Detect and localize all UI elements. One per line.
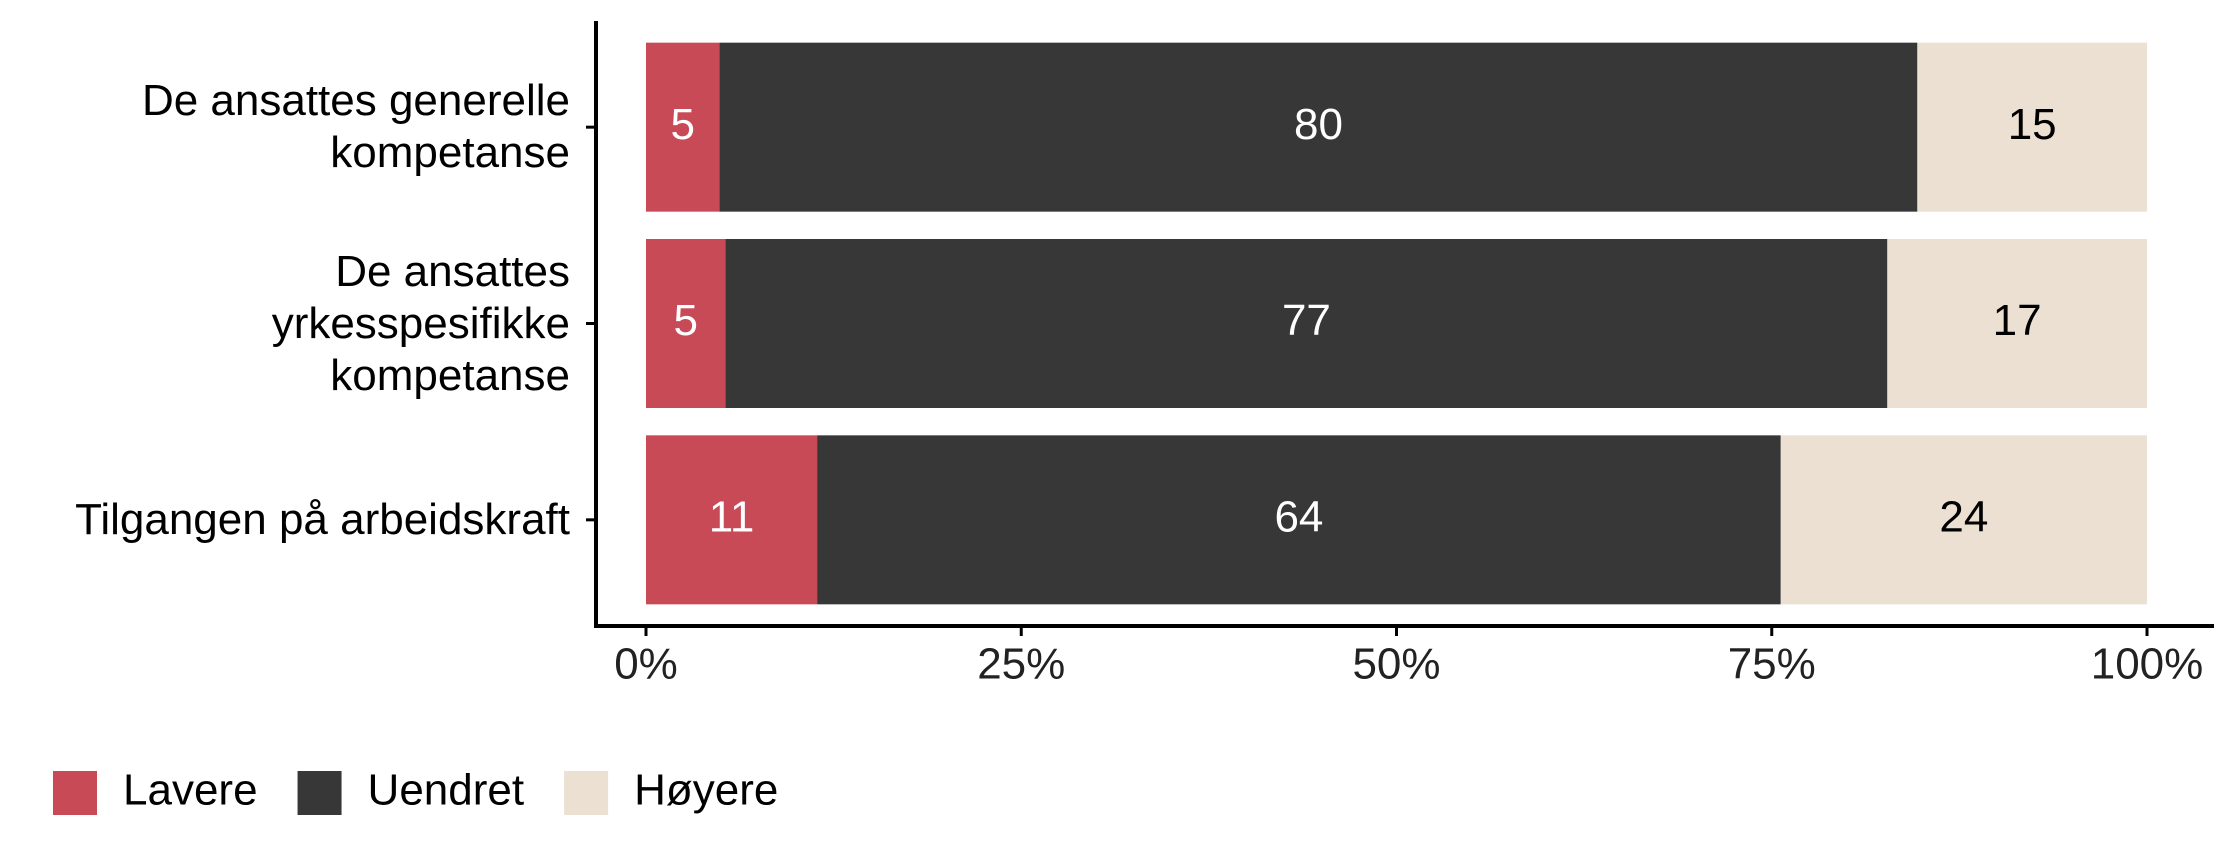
bar-segment [1780,435,2147,605]
bar-segment [1887,239,2147,408]
bar-segment [719,42,1918,212]
y-tick-label: De ansattes yrkesspesifikke kompetanse [271,246,570,400]
bar-segment [725,239,1888,408]
data-label: 11 [709,492,755,541]
y-tick-label: De ansattes generelle kompetanse [141,76,570,178]
y-tick-label: Tilgangen på arbeidskraft [75,494,570,544]
bar-segment [646,239,726,408]
legend-label: Uendret [368,766,525,815]
data-label: 5 [674,296,698,345]
data-label: 77 [1282,296,1331,345]
legend-swatch [564,771,609,815]
data-label: 5 [671,100,695,149]
data-label: 15 [2008,100,2057,149]
bar-segment [646,42,720,212]
bar-segment [646,435,818,605]
bar-segment [1917,42,2147,212]
data-label: 80 [1294,100,1343,149]
data-label: 64 [1274,492,1323,541]
x-tick-label: 100% [2091,640,2204,689]
x-tick-label: 25% [977,640,1065,689]
legend-label: Høyere [634,766,778,815]
data-label: 17 [1993,296,2042,345]
legend-swatch [53,771,97,815]
legend-label: Lavere [123,766,258,815]
legend-swatch [297,771,342,815]
x-tick-label: 75% [1728,640,1816,689]
bar-segment [817,435,1781,605]
x-tick-label: 50% [1352,640,1440,689]
data-label: 24 [1939,492,1988,541]
x-tick-label: 0% [614,640,678,689]
